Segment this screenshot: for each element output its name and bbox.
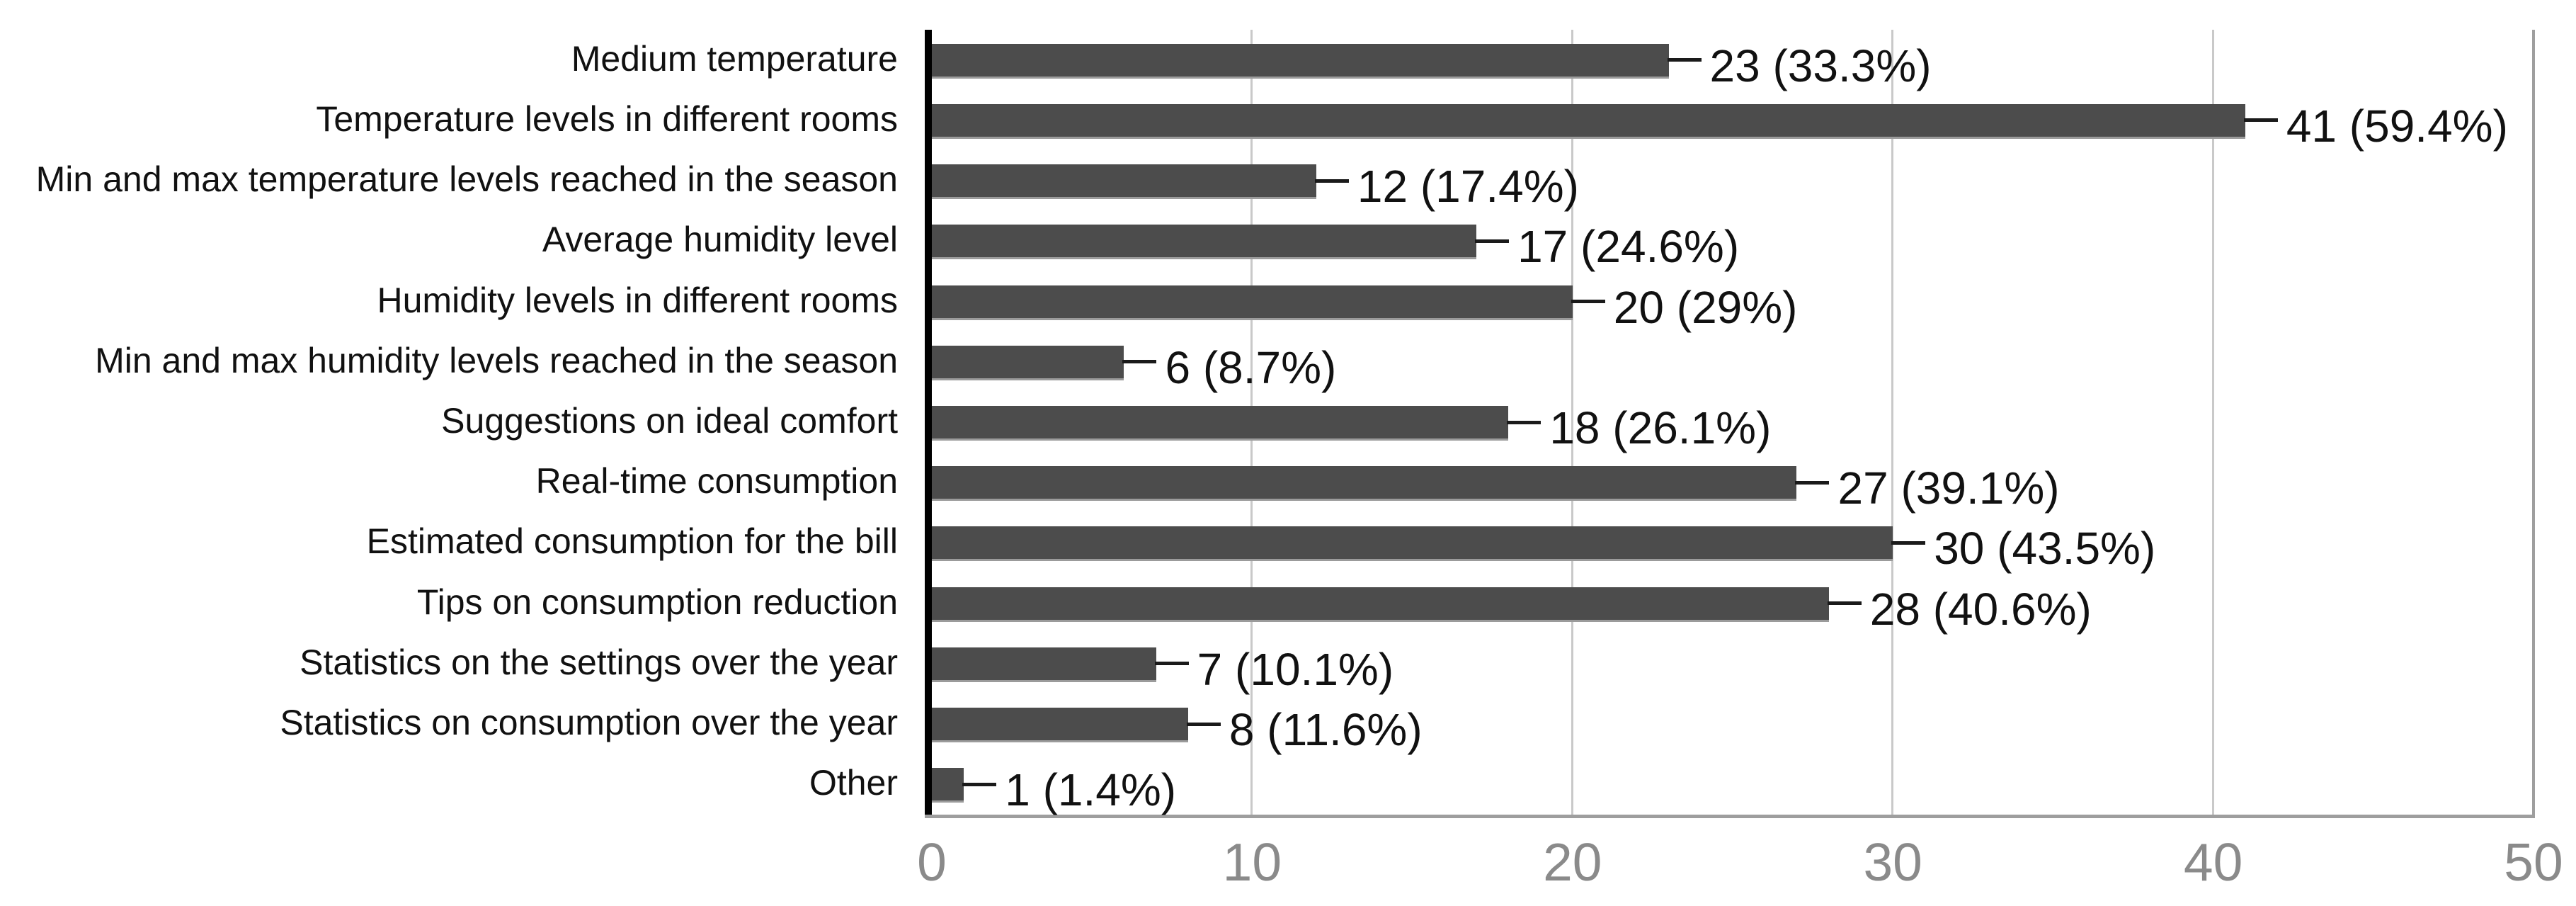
category-label: Humidity levels in different rooms (377, 280, 898, 320)
bar (932, 406, 1509, 441)
bar (932, 587, 1829, 622)
x-tick-label: 40 (2183, 832, 2243, 892)
value-label: 41 (59.4%) (2286, 100, 2508, 152)
bar (932, 103, 2245, 139)
value-label: 30 (43.5%) (1934, 523, 2156, 574)
bar (932, 768, 964, 803)
callout-line (1827, 601, 1862, 606)
value-label: 20 (29%) (1613, 281, 1798, 333)
gridline (1891, 30, 1894, 815)
bar (932, 526, 1893, 562)
x-tick-label: 50 (2504, 832, 2563, 892)
value-label: 17 (24.6%) (1517, 221, 1740, 273)
gridline (2211, 30, 2214, 815)
value-label: 1 (1.4%) (1005, 764, 1177, 816)
callout-line (962, 782, 997, 786)
category-label: Min and max temperature levels reached i… (35, 159, 898, 200)
value-label: 28 (40.6%) (1869, 583, 2092, 635)
bar (932, 708, 1188, 743)
value-label: 18 (26.1%) (1549, 402, 1772, 453)
value-label: 6 (8.7%) (1165, 341, 1337, 393)
category-label: Average humidity level (542, 220, 898, 260)
bar (932, 43, 1669, 79)
category-label: Statistics on consumption over the year (280, 703, 898, 743)
x-tick-label: 30 (1863, 832, 1922, 892)
value-label: 23 (33.3%) (1709, 40, 1932, 91)
category-label: Tips on consumption reduction (416, 582, 898, 622)
callout-line (1314, 179, 1349, 183)
x-tick-label: 10 (1222, 832, 1282, 892)
bar (932, 466, 1797, 502)
value-label: 7 (10.1%) (1197, 643, 1394, 695)
bar (932, 164, 1316, 200)
callout-line (1507, 420, 1541, 424)
callout-line (1154, 662, 1189, 666)
category-label: Estimated consumption for the bill (366, 521, 898, 562)
category-label: Temperature levels in different rooms (316, 98, 898, 139)
callout-line (1667, 58, 1702, 62)
callout-line (1795, 480, 1830, 485)
bar (932, 285, 1573, 320)
callout-line (2243, 118, 2278, 123)
callout-line (1122, 360, 1157, 364)
category-label: Other (809, 763, 898, 803)
category-label: Medium temperature (571, 38, 898, 79)
bar (932, 345, 1124, 380)
value-label: 12 (17.4%) (1357, 161, 1579, 213)
gridline (2532, 30, 2535, 815)
y-axis-line (925, 30, 932, 818)
x-tick-label: 20 (1543, 832, 1602, 892)
category-label: Suggestions on ideal comfort (441, 401, 898, 441)
x-tick-label: 0 (917, 832, 947, 892)
callout-line (1891, 540, 1926, 545)
callout-line (1571, 300, 1605, 304)
callout-line (1475, 239, 1510, 243)
x-axis-line (925, 815, 2535, 818)
gridline (1571, 30, 1573, 815)
callout-line (1186, 722, 1221, 726)
value-label: 27 (39.1%) (1837, 463, 2060, 514)
category-label: Real-time consumption (535, 461, 898, 502)
value-label: 8 (11.6%) (1229, 704, 1423, 756)
category-label: Statistics on the settings over the year (300, 642, 898, 682)
category-label: Min and max humidity levels reached in t… (95, 340, 898, 380)
bar (932, 647, 1156, 682)
bar (932, 225, 1477, 260)
